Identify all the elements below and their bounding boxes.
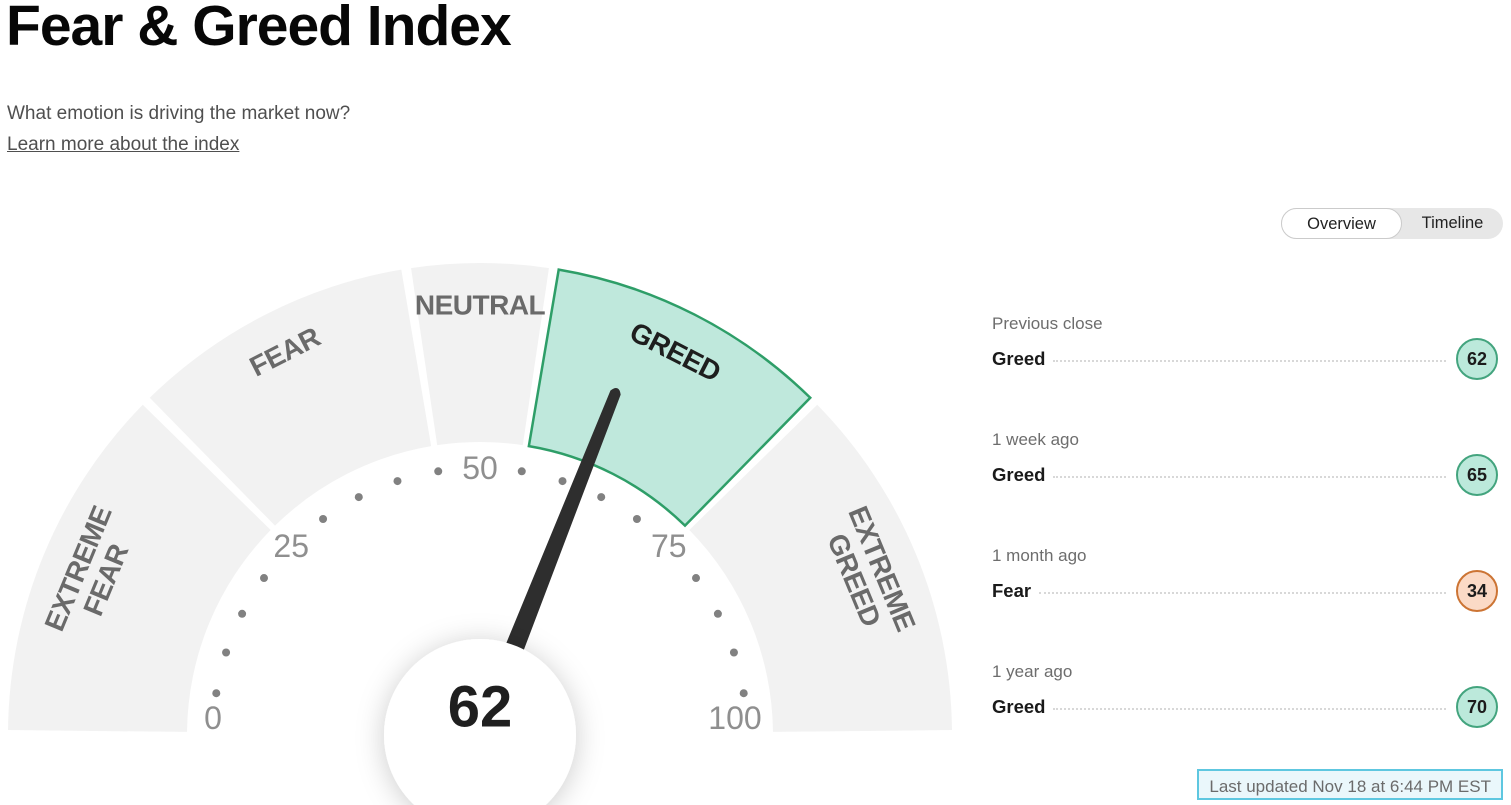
page-title: Fear & Greed Index <box>6 0 512 58</box>
gauge-tick-dot <box>632 514 641 523</box>
gauge-tick-dot <box>259 574 268 583</box>
gauge-tick-dot <box>739 689 748 698</box>
gauge-tick-dot <box>238 609 247 618</box>
dotted-leader <box>1053 358 1446 362</box>
toggle-timeline[interactable]: Timeline <box>1402 208 1503 239</box>
gauge-segment-greed <box>527 268 813 528</box>
history-sentiment: Greed <box>992 696 1046 717</box>
history-sentiment: Fear <box>992 580 1032 601</box>
gauge-tick-dot <box>729 648 738 657</box>
gauge-segment-fear <box>149 269 432 526</box>
gauge-tick-label: 50 <box>462 450 498 486</box>
gauge-tick-dot <box>692 574 701 583</box>
gauge-tick-label: 0 <box>204 700 222 736</box>
gauge-segment-label: NEUTRAL <box>415 290 546 321</box>
gauge-segment-extreme-fear <box>8 404 271 732</box>
gauge-svg: EXTREMEFEARFEARNEUTRALGREEDEXTREMEGREED0… <box>8 263 952 805</box>
gauge-center-circle <box>384 639 576 805</box>
dotted-leader <box>1039 590 1446 594</box>
gauge-tick-dot <box>222 648 231 657</box>
gauge-tick-dot <box>319 514 328 523</box>
history-row-label: 1 week ago <box>992 430 1079 449</box>
history-row: 1 week ago Greed 65 <box>992 430 1498 496</box>
gauge-tick-dot <box>354 493 363 502</box>
gauge-tick-dot <box>597 493 606 502</box>
dotted-leader <box>1053 474 1446 478</box>
history-row-label: Previous close <box>992 314 1103 333</box>
gauge-tick-dot <box>558 477 567 486</box>
learn-more-link[interactable]: Learn more about the index <box>7 134 240 155</box>
view-toggle: Overview Timeline <box>1281 208 1503 239</box>
history-value-badge: 62 <box>1456 338 1498 380</box>
fear-greed-gauge: EXTREME FEAR FEAR NEUTRAL GREED EXTREME GREED 0… <box>0 255 1000 805</box>
svg-text:NEUTRAL: NEUTRAL <box>415 290 546 321</box>
history-value-badge: 34 <box>1456 570 1498 612</box>
last-updated-badge: Last updated Nov 18 at 6:44 PM EST <box>1197 769 1503 800</box>
gauge-tick-label: 25 <box>273 528 309 564</box>
gauge-tick-dot <box>212 689 221 698</box>
history-row: 1 year ago Greed 70 <box>992 662 1498 728</box>
gauge-tick-dot <box>434 467 443 476</box>
toggle-overview[interactable]: Overview <box>1281 208 1402 239</box>
page-subtitle: What emotion is driving the market now? <box>7 103 351 124</box>
gauge-tick-label: 100 <box>708 700 761 736</box>
history-value-badge: 65 <box>1456 454 1498 496</box>
gauge-value: 62 <box>448 675 513 740</box>
gauge-tick-dot <box>517 467 526 476</box>
history-row: 1 month ago Fear 34 <box>992 546 1498 612</box>
gauge-tick-dot <box>393 477 402 486</box>
gauge-segment-neutral <box>411 263 549 446</box>
history-row-label: 1 month ago <box>992 546 1087 565</box>
history-row: Previous close Greed 62 <box>992 314 1498 380</box>
gauge-tick-dot <box>713 609 722 618</box>
history-sentiment: Greed <box>992 348 1046 369</box>
history-panel: Previous close Greed 62 1 week ago Greed 65 1 … <box>992 314 1498 778</box>
history-row-label: 1 year ago <box>992 662 1073 681</box>
history-value-badge: 70 <box>1456 686 1498 728</box>
history-sentiment: Greed <box>992 464 1046 485</box>
gauge-segment-extreme-greed <box>689 404 952 732</box>
dotted-leader <box>1053 706 1446 710</box>
gauge-tick-label: 75 <box>651 528 687 564</box>
